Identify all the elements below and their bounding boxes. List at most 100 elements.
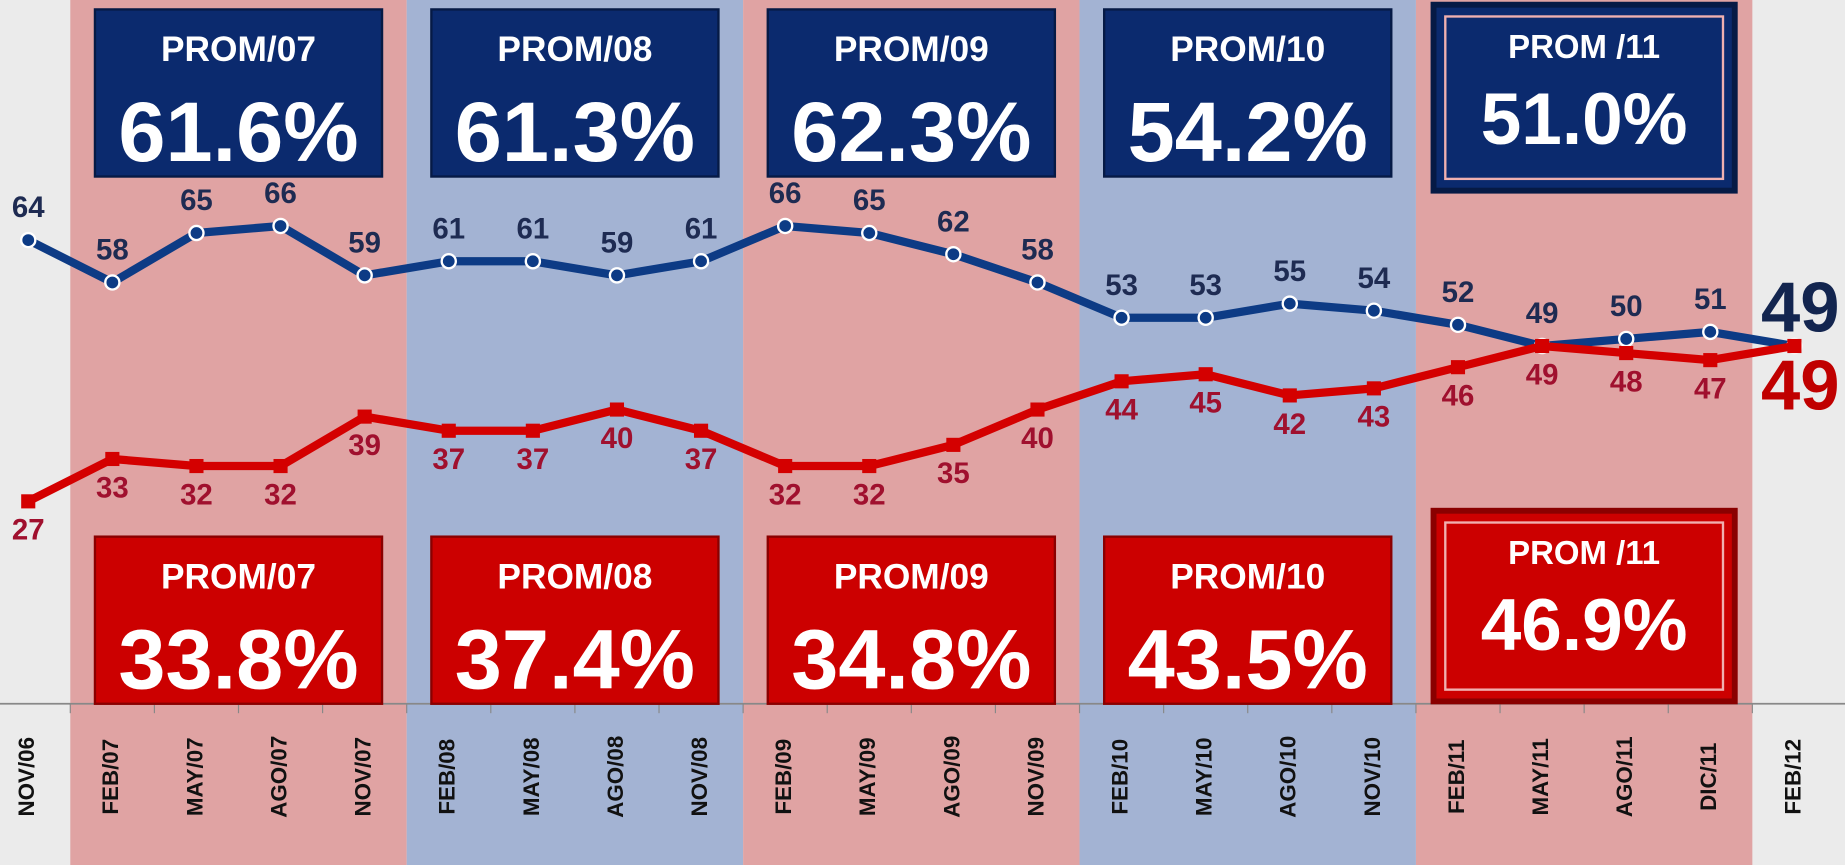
data-label: 65 — [180, 184, 213, 217]
data-label: 49 — [1526, 358, 1559, 391]
average-label: PROM/08 — [497, 557, 652, 596]
data-label: 47 — [1694, 372, 1727, 405]
point — [862, 458, 877, 474]
data-label: 49 — [1761, 345, 1840, 424]
point — [189, 458, 204, 474]
x-tick-label: FEB/07 — [98, 739, 123, 815]
point — [105, 451, 120, 467]
average-box — [766, 8, 1057, 178]
average-box — [430, 535, 720, 705]
data-label: 49 — [1526, 297, 1559, 330]
point — [1365, 302, 1383, 319]
data-label: 59 — [348, 227, 381, 260]
point — [1113, 309, 1130, 326]
average-label: PROM/09 — [834, 30, 989, 69]
average-box — [1103, 8, 1393, 178]
x-tick-label: FEB/10 — [1107, 739, 1132, 815]
data-label: 48 — [1610, 365, 1643, 398]
average-box — [430, 8, 720, 178]
data-label: 52 — [1442, 276, 1475, 309]
data-label: 42 — [1273, 408, 1306, 441]
data-label: 61 — [685, 212, 718, 245]
point — [861, 224, 878, 242]
data-label: 64 — [12, 191, 45, 224]
average-value: 61.3% — [455, 84, 695, 179]
average-value: 34.8% — [791, 611, 1031, 706]
data-label: 40 — [1021, 422, 1054, 455]
data-label: 32 — [769, 478, 802, 511]
point — [356, 267, 373, 284]
average-box — [766, 535, 1057, 705]
average-label: PROM /11 — [1508, 28, 1660, 65]
data-label: 40 — [601, 422, 634, 455]
average-label: PROM/10 — [1170, 30, 1325, 69]
point — [694, 423, 709, 438]
average-value: 51.0% — [1481, 79, 1688, 160]
average-value: 61.6% — [118, 84, 358, 179]
point — [609, 402, 625, 417]
average-box-inner-border — [1444, 15, 1725, 181]
x-tick-label: AGO/10 — [1276, 736, 1301, 818]
point — [1619, 346, 1634, 361]
point — [608, 267, 626, 284]
x-tick-label: AGO/08 — [603, 736, 628, 818]
data-label: 44 — [1105, 394, 1138, 427]
average-value: 62.3% — [791, 84, 1031, 179]
point — [273, 458, 288, 474]
point — [776, 217, 794, 235]
x-tick-label: NOV/10 — [1360, 737, 1385, 816]
x-tick-label: AGO/07 — [266, 736, 291, 818]
data-label: 51 — [1694, 283, 1727, 316]
point — [778, 458, 793, 474]
point — [21, 494, 36, 509]
data-label: 62 — [937, 205, 970, 238]
point — [1535, 338, 1550, 354]
average-label: PROM/10 — [1170, 557, 1325, 596]
point — [1197, 309, 1214, 326]
data-label: 58 — [96, 234, 129, 267]
data-label: 39 — [348, 429, 381, 462]
point — [1450, 360, 1466, 375]
x-tick-label: FEB/09 — [771, 739, 796, 815]
point — [1366, 381, 1381, 396]
point — [1703, 353, 1718, 368]
average-box — [93, 535, 384, 705]
point — [1030, 402, 1045, 417]
x-tick-label: MAY/11 — [1528, 738, 1553, 815]
average-value: 43.5% — [1128, 611, 1368, 706]
average-boxes: PROM/07 61.6% PROM/08 61.3% PROM/09 62.3% PROM… — [93, 1, 1738, 706]
data-label: 55 — [1273, 255, 1306, 288]
average-label: PROM/09 — [834, 557, 989, 596]
plot: NOV/06 FEB/07 MAY/07 AGO/07 NOV/07 FEB/08 MAY/… — [12, 177, 1840, 818]
data-label: 35 — [937, 457, 970, 490]
data-label: 33 — [96, 471, 129, 504]
x-tick-label: DIC/11 — [1696, 743, 1721, 811]
average-label: PROM/07 — [161, 557, 316, 596]
data-label: 66 — [264, 177, 297, 210]
x-tick-label: NOV/08 — [687, 737, 712, 816]
x-tick-label: AGO/11 — [1612, 736, 1637, 817]
average-label: PROM /11 — [1508, 534, 1660, 571]
average-value: 54.2% — [1128, 84, 1368, 179]
x-tick-label: FEB/08 — [435, 739, 460, 815]
data-label: 43 — [1358, 401, 1391, 434]
average-box — [1103, 535, 1393, 705]
data-label: 53 — [1105, 269, 1138, 302]
data-label: 46 — [1442, 380, 1475, 413]
point — [1449, 316, 1467, 334]
point — [524, 253, 542, 270]
data-label: 59 — [601, 227, 634, 260]
average-value: 46.9% — [1481, 585, 1688, 666]
average-box — [93, 8, 384, 178]
point — [1617, 330, 1635, 348]
series-line — [26, 221, 1796, 351]
data-label: 32 — [853, 478, 886, 511]
point — [188, 224, 205, 242]
x-tick-label: MAY/08 — [519, 737, 544, 816]
x-tick-label: NOV/06 — [14, 737, 39, 816]
average-label: PROM/07 — [161, 30, 316, 69]
average-value: 37.4% — [455, 611, 695, 706]
data-label: 45 — [1189, 387, 1222, 420]
point — [357, 409, 372, 424]
